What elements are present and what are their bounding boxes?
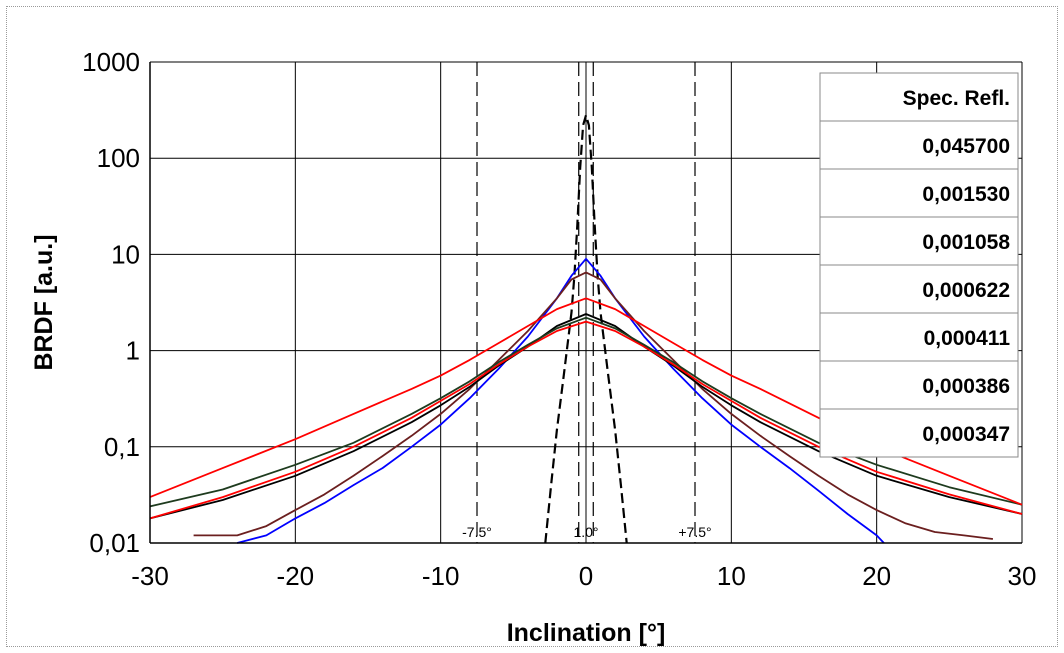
axes — [149, 62, 1022, 544]
x-tick-label: -30 — [131, 561, 169, 591]
y-tick-label: 1000 — [82, 47, 140, 77]
legend-entry: 0,000386 — [922, 375, 1010, 398]
annotation-label: 1.0° — [573, 524, 598, 540]
legend-entry: 0,000347 — [922, 423, 1010, 446]
annotation-lines — [476, 62, 696, 543]
series-line-2 — [236, 257, 885, 544]
series-line-4 — [149, 313, 1023, 520]
legend: Spec. Refl. 0,045700 0,001530 0,001058 0,000… — [819, 72, 1019, 458]
legend-entry: 0,001530 — [922, 183, 1010, 206]
legend-header: Spec. Refl. — [903, 87, 1010, 110]
series-line-1 — [544, 114, 628, 544]
series-line-6 — [149, 316, 1023, 508]
annotation-label: -7.5° — [462, 524, 492, 540]
tick-labels: 0,01 0,1 1 10 100 1000 -30 -20 -10 0 10 20 30 — [82, 47, 1036, 591]
data-series — [149, 114, 1023, 544]
y-tick-label: 100 — [97, 143, 140, 173]
x-tick-label: 0 — [579, 561, 593, 591]
x-tick-label: 10 — [717, 561, 746, 591]
series-line-5 — [149, 320, 1023, 520]
series-line-3 — [193, 271, 994, 540]
chart-frame — [6, 6, 1058, 647]
x-axis-label: Inclination [°] — [507, 619, 666, 647]
y-tick-label: 10 — [111, 239, 140, 269]
series-line-7 — [149, 297, 1023, 506]
y-tick-label: 1 — [126, 336, 140, 366]
legend-entry: 0,045700 — [922, 135, 1010, 158]
annotation-label: +7.5° — [678, 524, 711, 540]
x-tick-label: -10 — [422, 561, 460, 591]
y-tick-label: 0,01 — [89, 528, 140, 558]
legend-entry: 0,001058 — [922, 231, 1010, 254]
y-axis-label: BRDF [a.u.] — [30, 234, 58, 370]
annotations: -7.5° 1.0° +7.5° — [462, 524, 711, 540]
x-tick-label: 30 — [1008, 561, 1037, 591]
legend-entry: 0,000622 — [922, 279, 1010, 302]
y-tick-label: 0,1 — [104, 432, 140, 462]
legend-entry: 0,000411 — [924, 327, 1011, 350]
x-tick-label: 20 — [862, 561, 891, 591]
x-tick-label: -20 — [277, 561, 315, 591]
